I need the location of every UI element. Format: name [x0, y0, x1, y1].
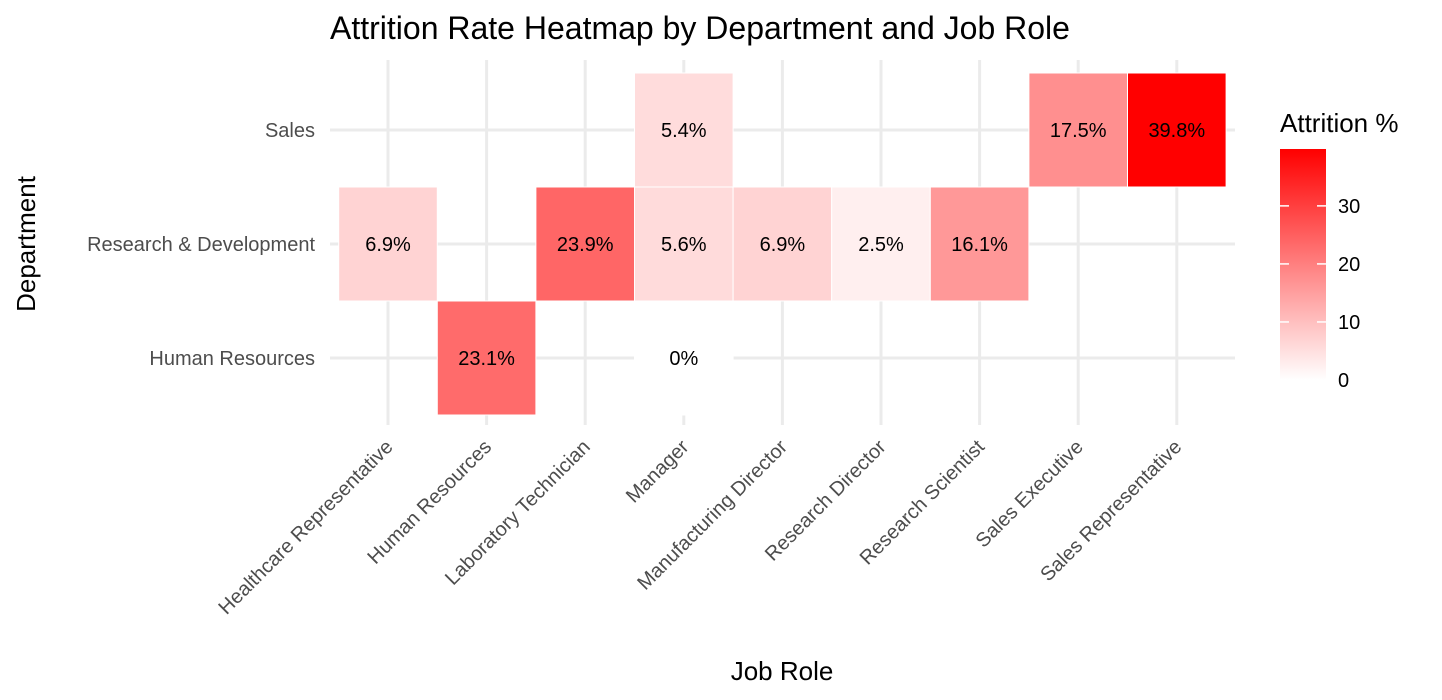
heatmap-tile [634, 186, 734, 302]
y-axis-ticks: Human Resources Research & Development Sal… [87, 120, 315, 370]
heatmap-cell-research-development-manufacturing-director: 6.9% [732, 186, 833, 302]
cell-value-label: 6.9% [760, 234, 806, 256]
x-axis-title: Job Role [731, 656, 834, 686]
heatmap-tile [1127, 72, 1227, 188]
heatmap-tile [535, 186, 636, 302]
y-axis-title: Department [11, 175, 41, 312]
legend-tick-label: 0 [1338, 370, 1349, 392]
heatmap-tile [634, 72, 734, 188]
heatmap-cell-research-development-manager: 5.6% [634, 186, 734, 302]
x-tick-label-sales-executive: Sales Executive [972, 436, 1088, 552]
cell-value-label: 5.6% [661, 234, 707, 256]
chart-title: Attrition Rate Heatmap by Department and… [330, 10, 1070, 46]
cell-value-label: 5.4% [661, 120, 707, 142]
heatmap-cell-human-resources-human-resources: 23.1% [436, 300, 537, 416]
cell-value-label: 23.9% [557, 234, 614, 256]
heatmap-cell-research-development-research-scientist: 16.1% [929, 186, 1030, 302]
cell-value-label: 23.1% [458, 348, 515, 370]
heatmap-cell-research-development-research-director: 2.5% [831, 186, 931, 302]
heatmap-tile [338, 186, 438, 302]
heatmap-tile [831, 186, 931, 302]
legend-tick-label: 10 [1338, 312, 1360, 334]
cell-value-label: 2.5% [858, 234, 904, 256]
heatmap-cell-sales-manager: 5.4% [634, 72, 734, 188]
legend-ticks: 0 10 20 30 [1280, 196, 1360, 392]
heatmap-tile [1028, 72, 1129, 188]
heatmap-tile [436, 300, 537, 416]
cell-value-label: 39.8% [1148, 120, 1205, 142]
heatmap-cell-research-development-laboratory-technician: 23.9% [535, 186, 636, 302]
x-tick-label-healthcare-representative: Healthcare Representative [215, 436, 398, 619]
cell-value-label: 16.1% [951, 234, 1008, 256]
heatmap-cell-human-resources-manager: 0% [634, 300, 734, 416]
legend-tick-label: 20 [1338, 254, 1360, 276]
heatmap-cell-sales-sales-representative: 39.8% [1127, 72, 1227, 188]
heatmap-cell-sales-sales-executive: 17.5% [1028, 72, 1129, 188]
legend-tick-label: 30 [1338, 196, 1360, 218]
cell-value-label: 0% [669, 348, 698, 370]
x-tick-label-manager: Manager [622, 436, 694, 508]
heatmap-tile [929, 186, 1030, 302]
cell-value-label: 6.9% [365, 234, 411, 256]
y-tick-label-human-resources: Human Resources [149, 348, 315, 370]
y-tick-label-sales: Sales [265, 120, 315, 142]
legend: Attrition % 0 10 20 30 [1280, 108, 1399, 392]
heatmap-cell-research-development-healthcare-representative: 6.9% [338, 186, 438, 302]
cell-value-label: 17.5% [1050, 120, 1107, 142]
legend-title: Attrition % [1280, 108, 1399, 138]
heatmap-tile [732, 186, 833, 302]
y-tick-label-research-development: Research & Development [87, 234, 315, 256]
heatmap-cells: 23.1% 0% 6.9% 23.9% 5.6% 6.9% 2.5% 16.1% 5.4% 17.… [338, 72, 1227, 416]
